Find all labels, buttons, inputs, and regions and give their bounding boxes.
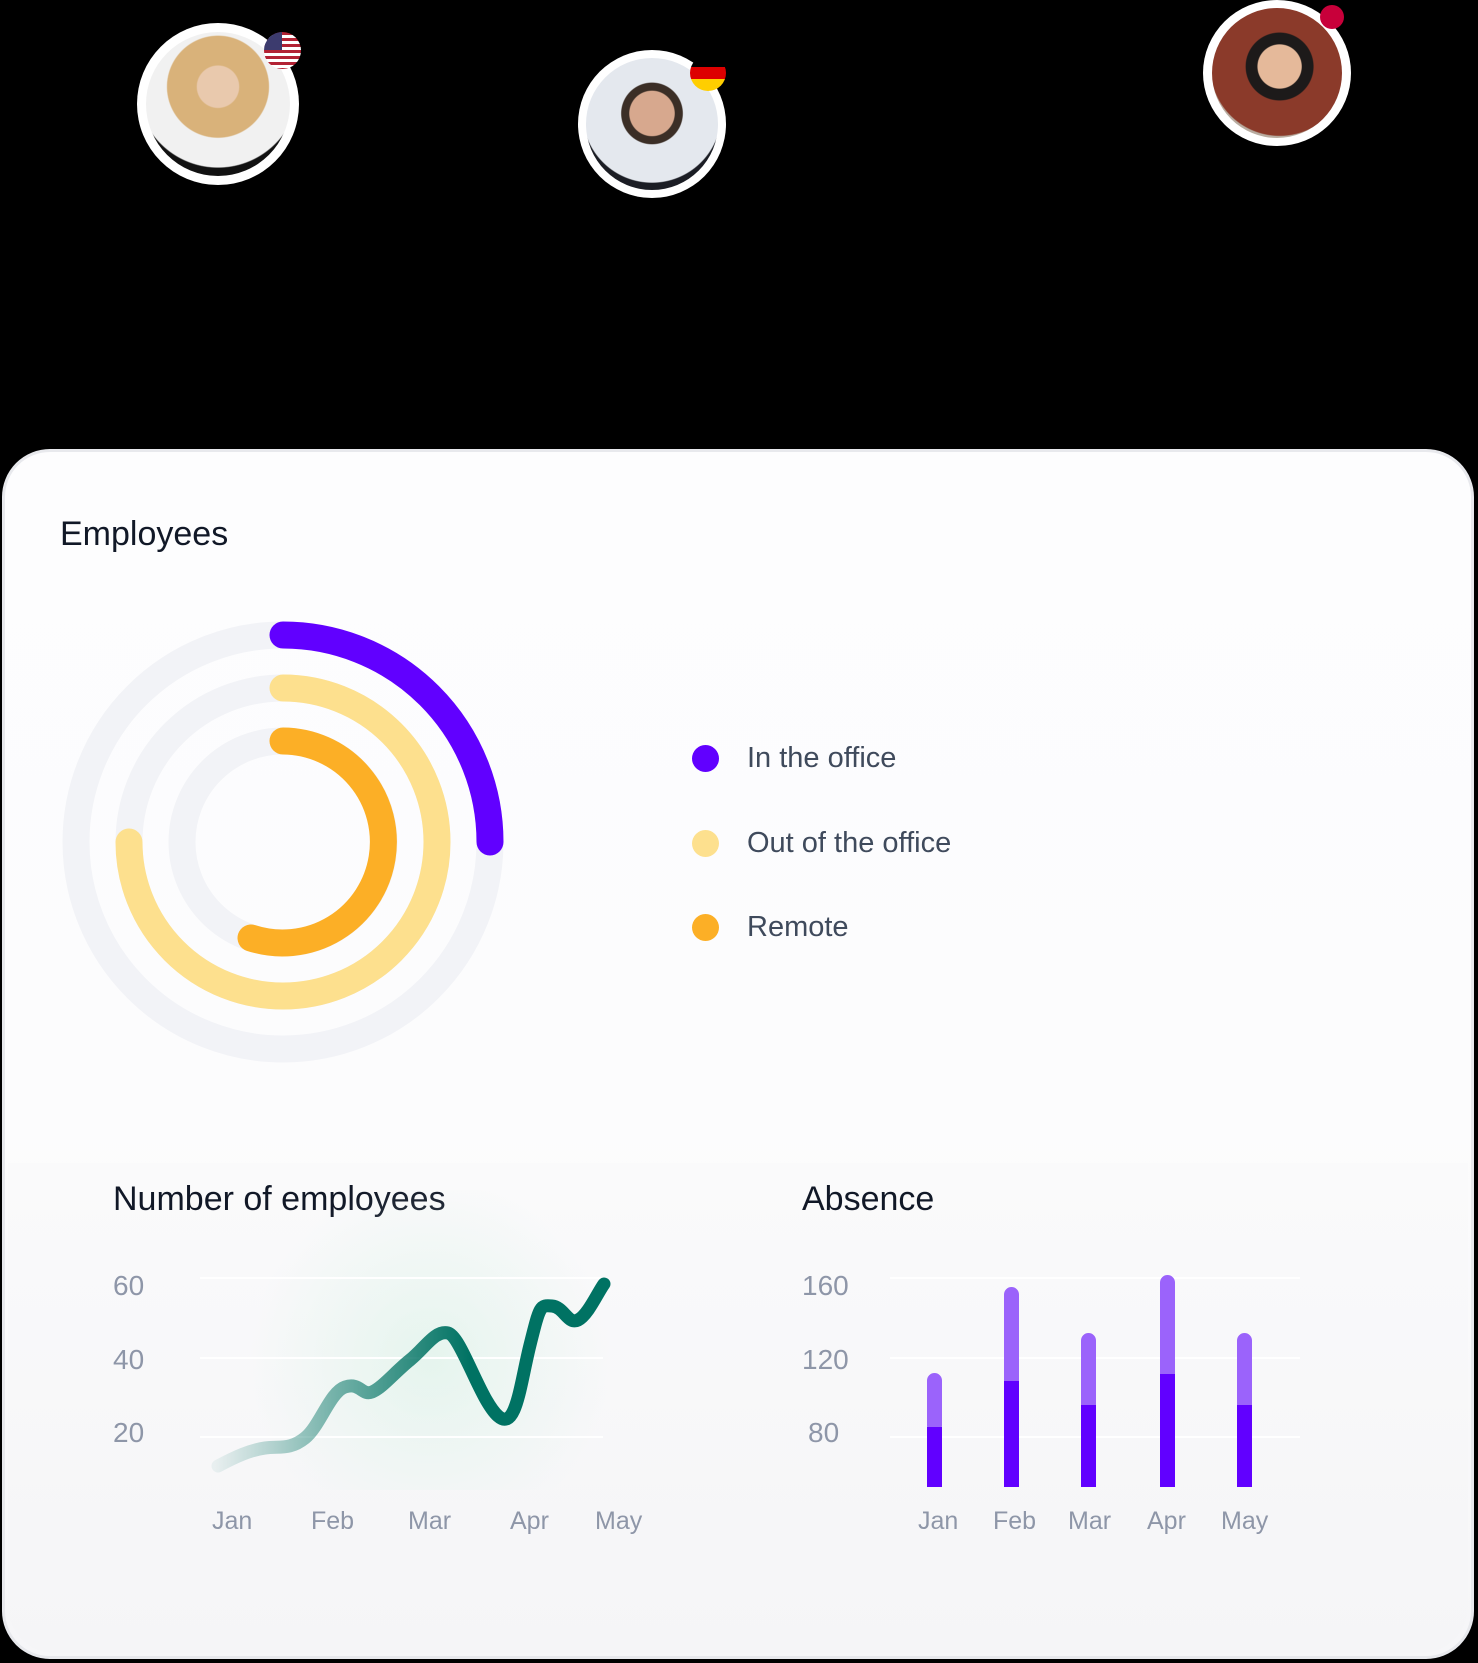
card-title: Employees [60, 515, 229, 553]
y-tick: 160 [802, 1270, 849, 1301]
y-tick: 80 [808, 1417, 840, 1448]
x-tick: Mar [1068, 1507, 1112, 1535]
x-tick: Apr [510, 1507, 549, 1535]
avatar-photo [1212, 8, 1342, 138]
y-tick: 20 [113, 1417, 145, 1448]
us-flag-icon [264, 32, 301, 69]
x-tick: May [1221, 1507, 1269, 1535]
charts-section [8, 1163, 1468, 1653]
bar-chart-title: Absence [802, 1180, 935, 1218]
x-tick: Feb [311, 1507, 355, 1535]
x-tick: Feb [993, 1507, 1037, 1535]
dot-icon [692, 830, 719, 857]
y-tick: 40 [113, 1344, 145, 1375]
x-tick: Jan [918, 1507, 959, 1535]
x-tick: May [595, 1507, 643, 1535]
dot-icon [692, 914, 719, 941]
avatar-3[interactable] [1203, 0, 1351, 146]
japan-flag-icon [1320, 5, 1344, 29]
dot-icon [692, 745, 719, 772]
x-tick: Mar [408, 1507, 452, 1535]
legend-item-remote: Remote [692, 911, 849, 944]
line-chart-title: Number of employees [113, 1180, 446, 1218]
y-tick: 120 [802, 1344, 849, 1375]
legend-item-in-office: In the office [692, 742, 896, 775]
germany-flag-icon [690, 55, 726, 91]
x-tick: Apr [1147, 1507, 1186, 1535]
y-tick: 60 [113, 1270, 145, 1301]
x-tick: Jan [212, 1507, 253, 1535]
employees-card [2, 449, 1474, 1659]
legend-item-out-of-office: Out of the office [692, 827, 951, 860]
